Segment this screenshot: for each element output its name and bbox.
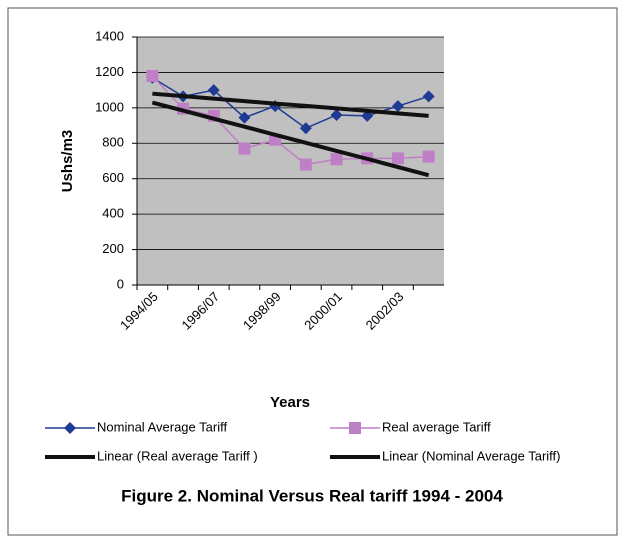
legend-label: Linear (Nominal Average Tariff) <box>382 448 560 463</box>
series-line <box>151 75 429 166</box>
y-tick-label: 400 <box>102 206 124 221</box>
y-tick-label: 800 <box>102 135 124 150</box>
marker <box>391 100 404 113</box>
legend-marker <box>64 422 76 434</box>
marker <box>391 152 404 165</box>
marker <box>299 122 312 135</box>
x-axis-label: Years <box>270 394 310 411</box>
legend-label: Real average Tariff <box>382 419 491 434</box>
series-line <box>152 91 429 118</box>
y-tick-label: 1000 <box>95 99 124 114</box>
y-tick-label: 0 <box>117 276 124 291</box>
marker <box>238 111 251 124</box>
marker <box>299 158 312 171</box>
legend-marker <box>349 422 361 434</box>
series-line <box>151 100 430 178</box>
marker <box>207 84 220 97</box>
y-tick-label: 600 <box>102 170 124 185</box>
y-tick-label: 200 <box>102 241 124 256</box>
chart-title: Figure 2. Nominal Versus Real tariff 199… <box>121 486 503 505</box>
y-axis-label: Ushs/m3 <box>59 130 76 193</box>
legend-label: Linear (Real average Tariff ) <box>97 448 258 463</box>
y-tick-label: 1200 <box>95 64 124 79</box>
legend-label: Nominal Average Tariff <box>97 419 227 434</box>
marker <box>330 153 343 166</box>
marker <box>330 108 343 121</box>
marker <box>146 69 159 82</box>
y-tick-label: 1400 <box>95 28 124 43</box>
marker <box>238 142 251 155</box>
marker <box>422 90 435 103</box>
marker <box>422 150 435 163</box>
